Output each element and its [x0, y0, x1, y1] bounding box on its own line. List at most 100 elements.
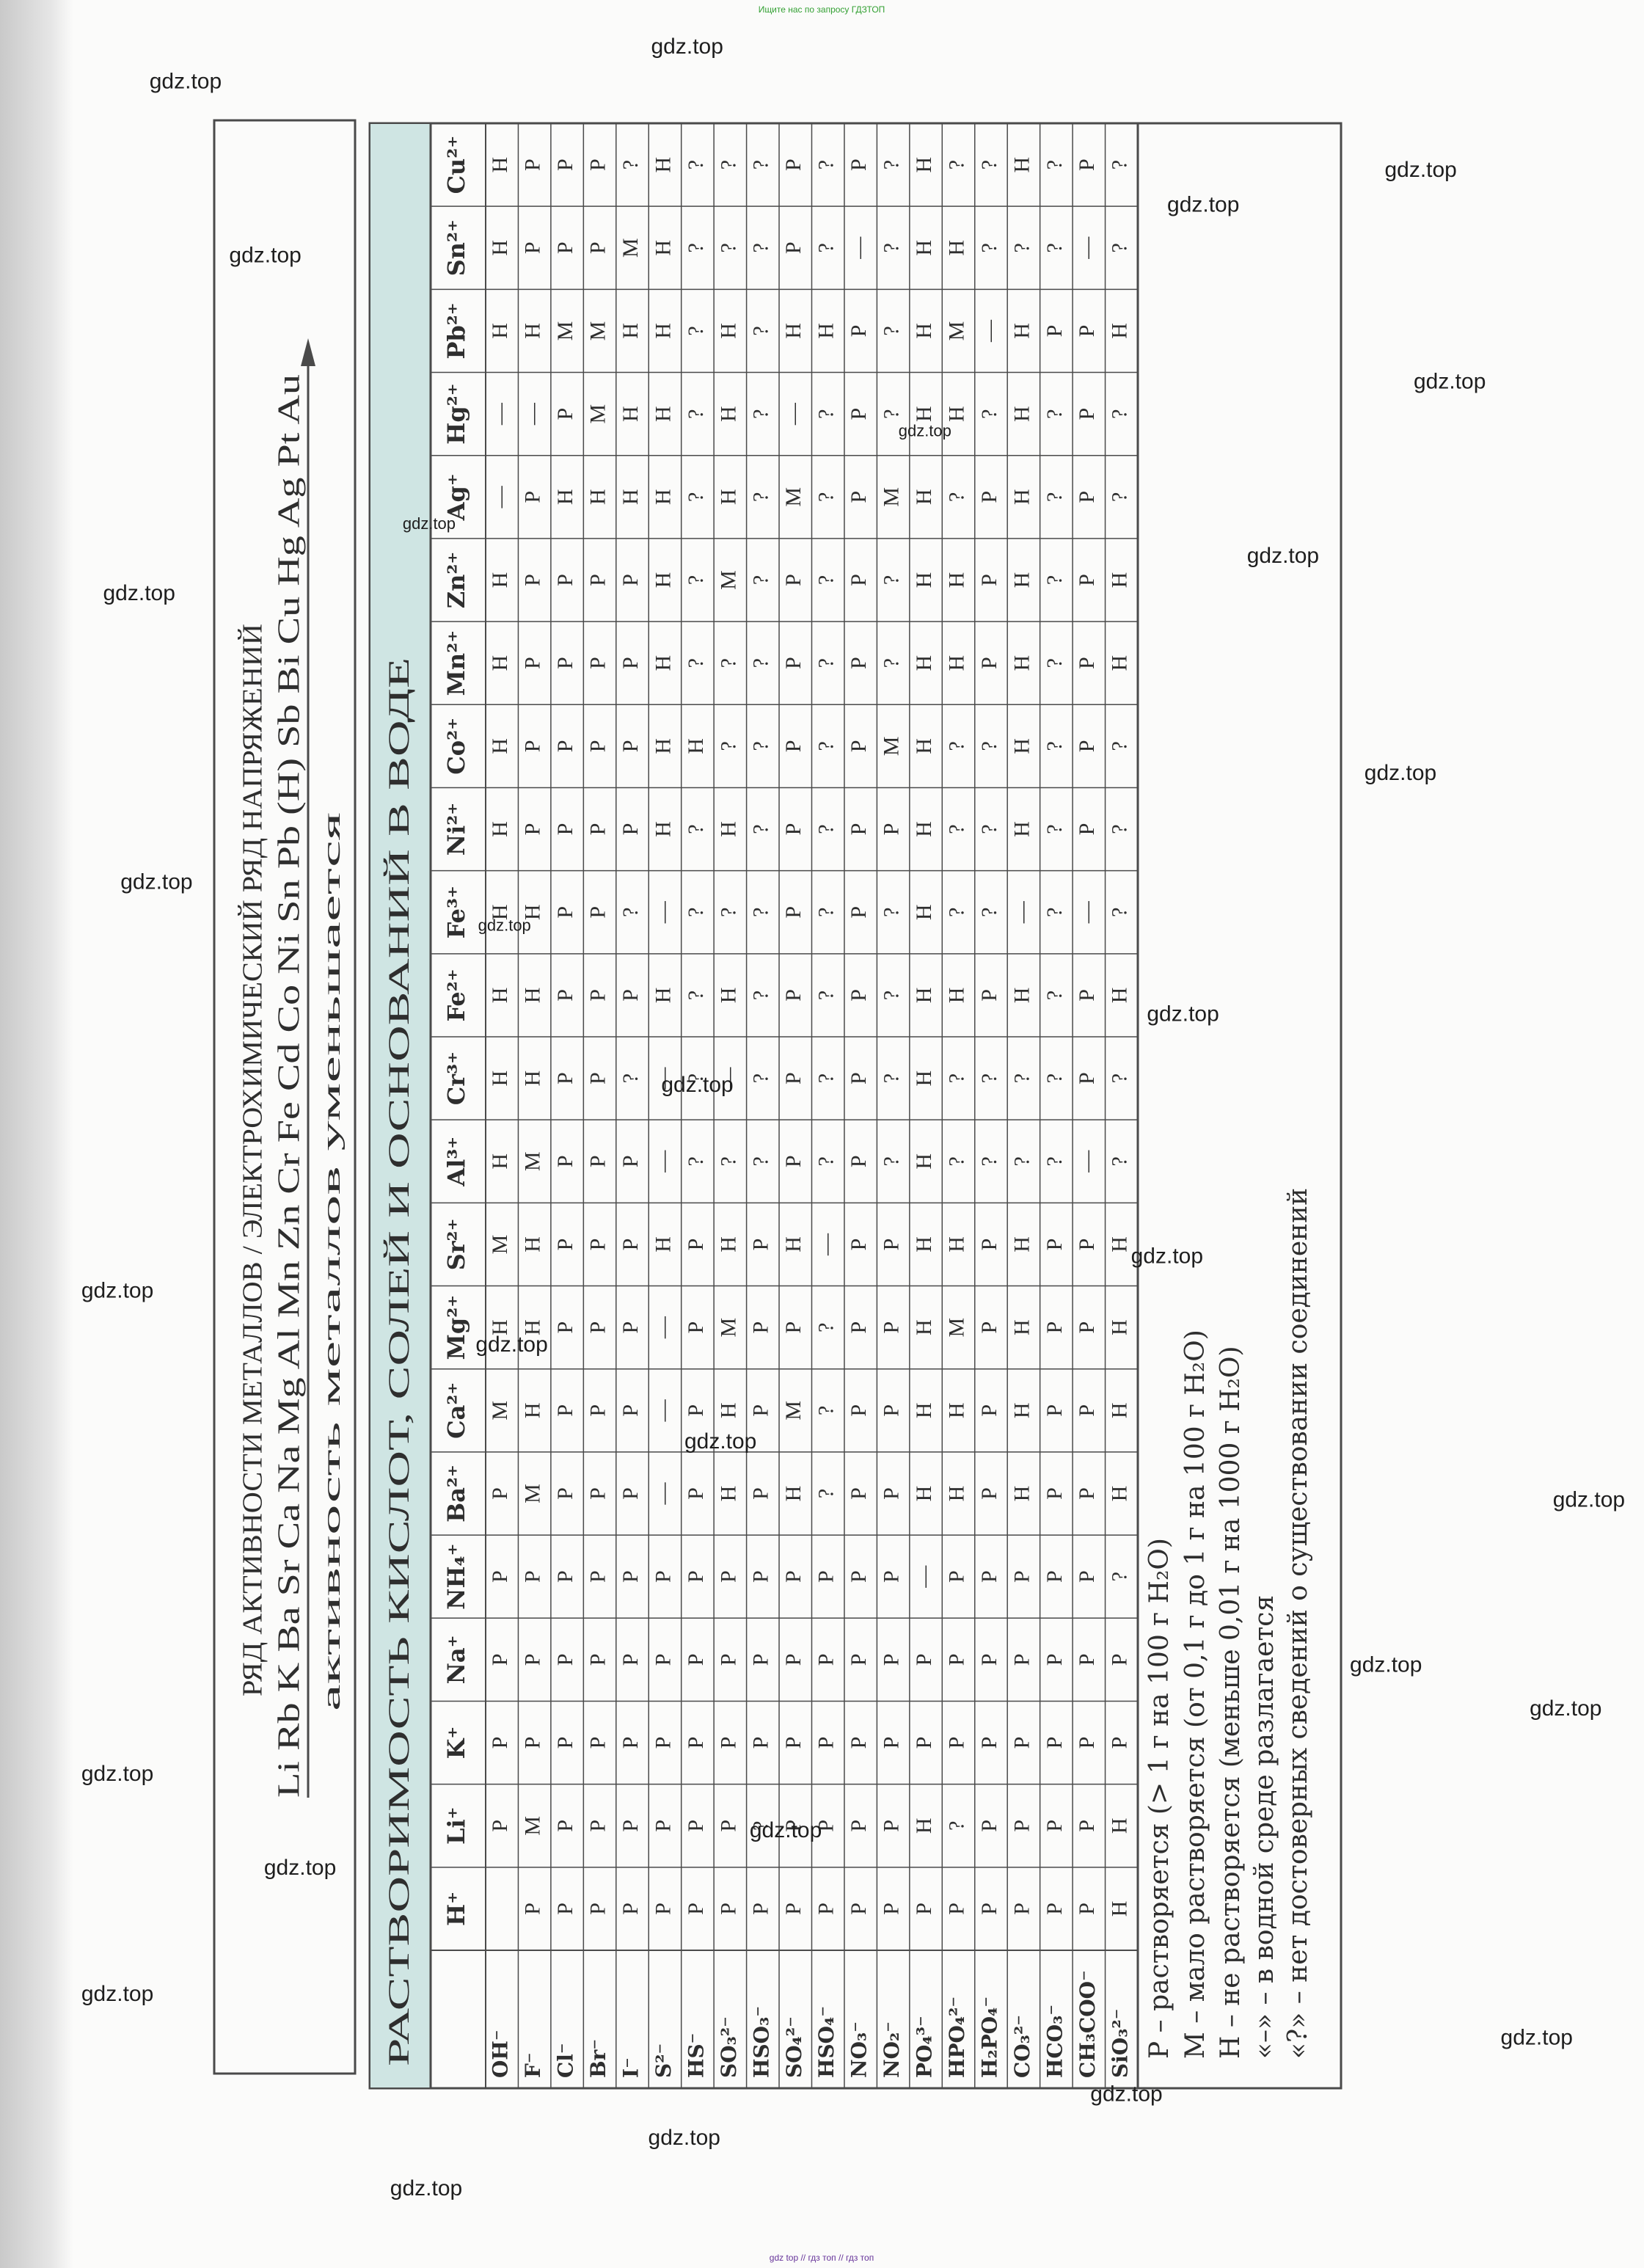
watermark: gdz.top — [81, 1762, 153, 1786]
solubility-cell: Р — [847, 1404, 871, 1417]
solubility-cell: Р — [585, 1820, 610, 1832]
solubility-cell: Р — [749, 1321, 773, 1334]
solubility-cell: Н — [716, 988, 740, 1004]
watermark: gdz.top — [1530, 1696, 1601, 1721]
solubility-cell: Р — [553, 1321, 577, 1334]
solubility-cell: Р — [684, 1487, 708, 1500]
solubility-cell: ? — [977, 243, 1001, 252]
solubility-cell: ? — [1042, 160, 1067, 169]
cation-label: NH₄⁺ — [442, 1543, 470, 1609]
page-edge — [0, 0, 73, 2268]
solubility-cell: ? — [684, 908, 708, 917]
solubility-cell: Н — [781, 1486, 805, 1502]
solubility-cell: Р — [585, 740, 610, 753]
cation-label: Sr²⁺ — [442, 1219, 470, 1271]
solubility-cell: ? — [749, 908, 773, 917]
solubility-cell: Н — [912, 738, 936, 754]
solubility-cell: Р — [977, 1570, 1001, 1583]
solubility-cell: ? — [1042, 824, 1067, 834]
solubility-cell: Н — [912, 489, 936, 505]
solubility-cell: Р — [585, 1239, 610, 1251]
solubility-cell: Н — [912, 988, 936, 1004]
solubility-cell: Р — [684, 1654, 708, 1666]
solubility-cell: Н — [488, 988, 512, 1004]
cation-label: Mg²⁺ — [442, 1295, 470, 1360]
solubility-cell: Р — [977, 1487, 1001, 1500]
solubility-cell: Р — [977, 491, 1001, 503]
solubility-cell: Р — [944, 1737, 968, 1749]
watermark: gdz.top — [390, 2176, 462, 2200]
solubility-cell: Р — [847, 1654, 871, 1666]
solubility-cell: ? — [684, 160, 708, 169]
solubility-cell: Р — [1009, 1820, 1034, 1832]
solubility-cell: Р — [781, 241, 805, 254]
solubility-cell: ? — [814, 1156, 839, 1166]
solubility-cell: Р — [814, 1737, 839, 1749]
solubility-cell: ? — [1108, 741, 1132, 751]
solubility-cell: ? — [814, 1322, 839, 1332]
solubility-cell: Н — [488, 1319, 512, 1335]
solubility-cell: Н — [488, 572, 512, 588]
solubility-cell: Н — [912, 1486, 936, 1502]
cation-label: Sn²⁺ — [442, 219, 470, 276]
watermark: gdz.top — [684, 1429, 756, 1454]
solubility-cell: Р — [716, 1820, 740, 1832]
solubility-cell: Р — [716, 1654, 740, 1666]
solubility-cell: Р — [977, 1654, 1001, 1666]
solubility-cell: Н — [1009, 323, 1034, 339]
solubility-cell: ? — [880, 409, 904, 418]
watermark: gdz.top — [750, 1818, 822, 1842]
solubility-cell: Н — [912, 1236, 936, 1252]
solubility-cell: Н — [585, 489, 610, 505]
solubility-cell: Н — [1108, 1236, 1132, 1252]
header-note: Ищите нас по запросу ГДЗТОП — [759, 4, 885, 15]
solubility-cell: Р — [781, 823, 805, 836]
solubility-cell: Р — [880, 1404, 904, 1417]
solubility-cell: ? — [618, 908, 643, 917]
solubility-cell: ? — [1009, 1073, 1034, 1083]
solubility-cell: Р — [585, 1487, 610, 1500]
solubility-cell: Р — [814, 1903, 839, 1915]
anion-label: H₂PO₄⁻ — [977, 1997, 1001, 2078]
solubility-cell: Р — [847, 1903, 871, 1915]
anion-label: CO₃²⁻ — [1010, 2015, 1034, 2078]
solubility-cell: Р — [749, 1654, 773, 1666]
watermark: gdz.top — [103, 581, 175, 605]
solubility-cell: Р — [553, 1239, 577, 1251]
solubility-cell: Р — [618, 1570, 643, 1583]
solubility-cell: Р — [781, 1570, 805, 1583]
solubility-cell: Н — [912, 1153, 936, 1170]
watermark: gdz.top — [403, 514, 456, 533]
solubility-cell: ? — [749, 824, 773, 834]
solubility-cell: Р — [847, 1570, 871, 1583]
solubility-cell: ? — [618, 160, 643, 169]
solubility-cell: Р — [880, 823, 904, 836]
solubility-cell: Р — [749, 1239, 773, 1251]
solubility-cell: — — [912, 1565, 936, 1589]
solubility-cell: Р — [1042, 1404, 1067, 1417]
solubility-cell: Р — [521, 574, 545, 586]
solubility-cell: Н — [944, 572, 968, 588]
solubility-cell: Р — [1009, 1570, 1034, 1583]
arrow-head — [301, 338, 315, 366]
solubility-cell: Р — [847, 1155, 871, 1167]
solubility-cell: ? — [1108, 1073, 1132, 1083]
solubility-cell: Н — [488, 821, 512, 837]
solubility-cell: ? — [1108, 243, 1132, 252]
solubility-cell: — — [488, 485, 512, 508]
solubility-cell: Р — [651, 1737, 675, 1749]
solubility-cell: Р — [847, 657, 871, 669]
solubility-cell: ? — [1108, 492, 1132, 502]
watermark: gdz.top — [1501, 2025, 1573, 2049]
solubility-cell: Р — [618, 1820, 643, 1832]
solubility-cell: Н — [1108, 1486, 1132, 1502]
watermark: gdz.top — [651, 34, 723, 59]
solubility-cell: ? — [716, 658, 740, 668]
solubility-cell: ? — [944, 160, 968, 169]
solubility-cell: Р — [585, 1903, 610, 1915]
solubility-cell: Н — [651, 323, 675, 339]
solubility-cell: Н — [1009, 821, 1034, 837]
solubility-cell: М — [521, 1151, 545, 1171]
solubility-cell: Н — [1009, 738, 1034, 754]
